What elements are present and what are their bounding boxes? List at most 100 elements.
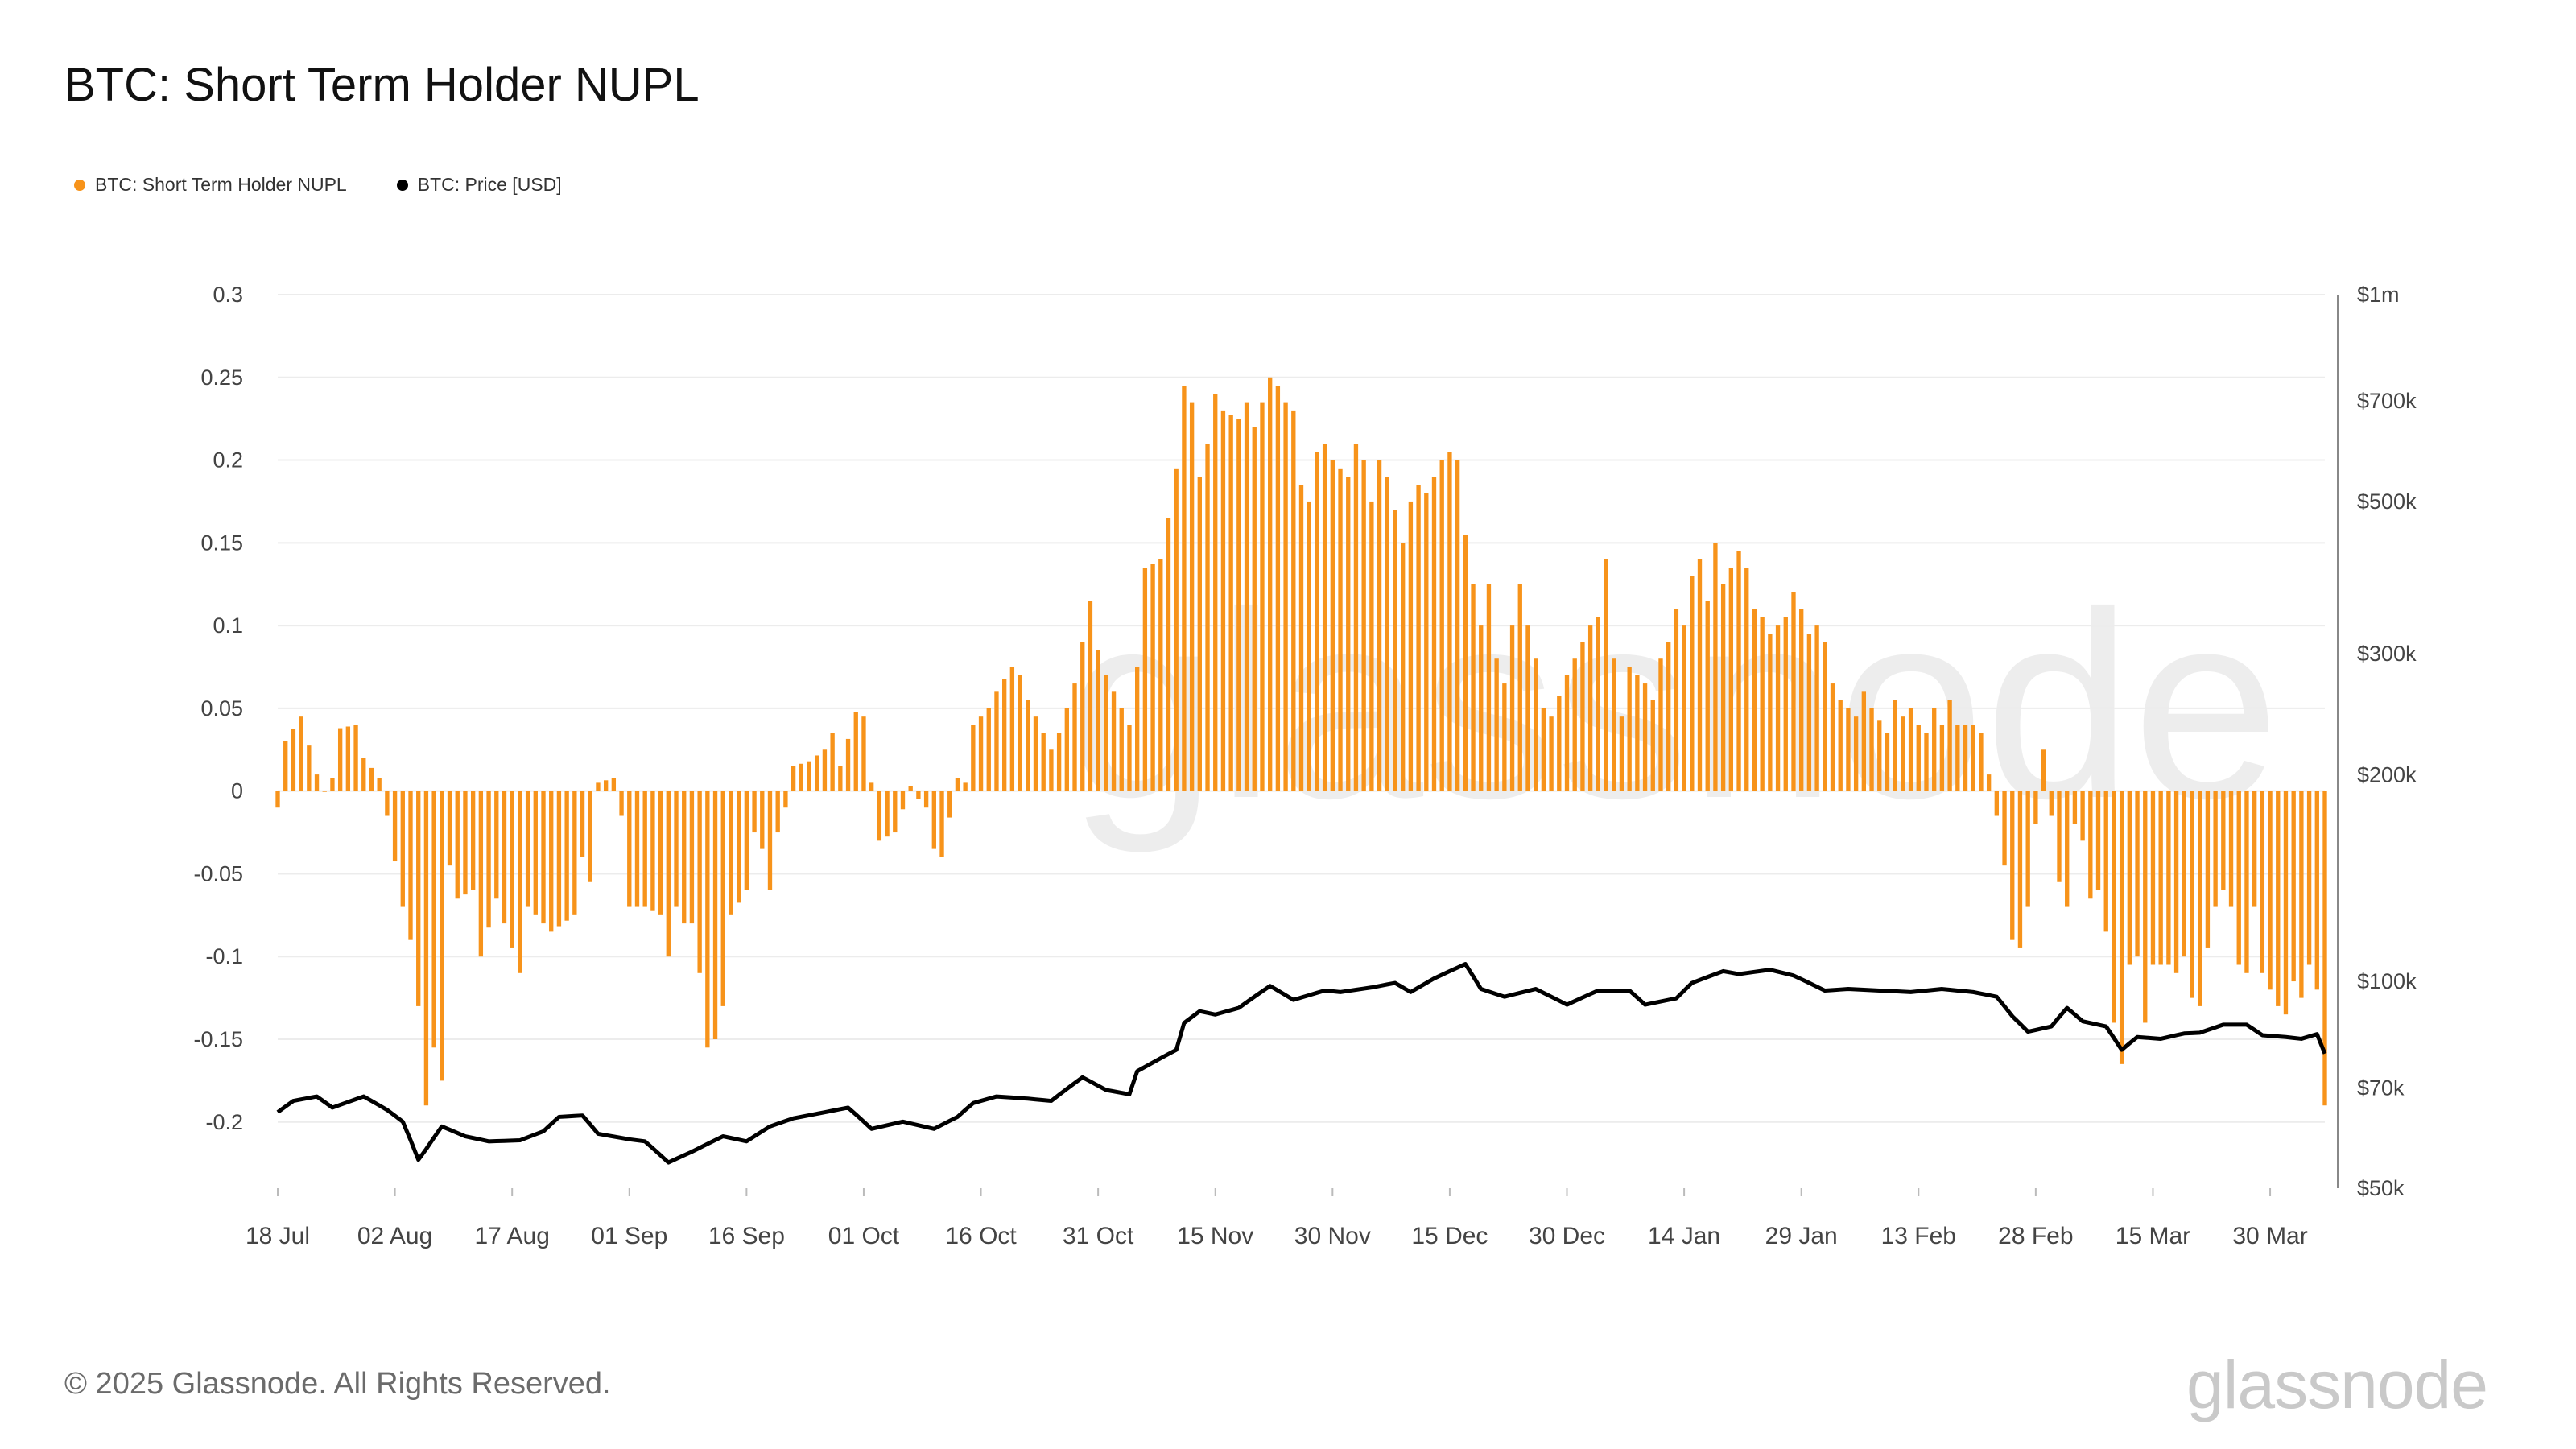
nupl-bar	[611, 778, 617, 791]
nupl-bar	[1955, 724, 1960, 791]
nupl-bar	[1228, 415, 1233, 791]
nupl-bar	[1275, 386, 1281, 791]
nupl-bar	[1080, 642, 1085, 791]
nupl-bar	[822, 749, 828, 791]
legend-item-price[interactable]: BTC: Price [USD]	[396, 174, 562, 196]
x-tick-label: 18 Jul	[246, 1223, 310, 1249]
right-axis-ticks: $1m $700k $500k $300k $200k $100k $70k $50k	[2357, 283, 2417, 1200]
nupl-bar	[1408, 501, 1414, 791]
nupl-bar	[1525, 625, 1530, 791]
nupl-bar	[1666, 642, 1671, 791]
nupl-bar	[916, 791, 921, 799]
nupl-bar	[1736, 551, 1741, 791]
nupl-bar	[307, 745, 312, 791]
nupl-bar	[1252, 427, 1257, 791]
legend-item-nupl[interactable]: BTC: Short Term Holder NUPL	[74, 174, 347, 196]
nupl-bar	[1494, 658, 1499, 791]
glassnode-logo: glassnode	[2186, 1347, 2488, 1422]
nupl-bar	[729, 791, 733, 915]
nupl-bar	[1823, 642, 1827, 791]
nupl-bar	[1612, 658, 1616, 791]
nupl-bar	[1056, 733, 1062, 791]
nupl-bar	[2103, 791, 2108, 932]
nupl-bar	[720, 791, 725, 1006]
nupl-bar	[2299, 791, 2304, 998]
right-tick-label: $200k	[2357, 762, 2417, 786]
nupl-bar	[1213, 394, 1218, 791]
nupl-bar	[908, 786, 913, 791]
nupl-bar	[1416, 485, 1421, 791]
nupl-bar	[1041, 733, 1046, 791]
nupl-bar	[986, 708, 991, 791]
nupl-bar	[2049, 791, 2054, 816]
nupl-bar	[2244, 791, 2249, 973]
nupl-bar	[2213, 791, 2218, 907]
nupl-bar	[447, 791, 452, 866]
nupl-bar	[1635, 675, 1640, 791]
left-tick-label: 0.3	[213, 283, 243, 307]
nupl-bar	[1580, 642, 1585, 791]
x-tick-label: 30 Mar	[2232, 1223, 2307, 1249]
nupl-bar	[2057, 791, 2062, 882]
nupl-bar	[2291, 791, 2296, 982]
nupl-bar	[783, 791, 788, 808]
x-axis-ticks: 18 Jul 02 Aug 17 Aug 01 Sep 16 Sep 01 Oct 16 O…	[246, 1188, 2308, 1249]
nupl-bar	[1893, 700, 1897, 791]
nupl-bar	[2252, 791, 2257, 907]
nupl-bar	[1260, 402, 1265, 791]
nupl-bar	[650, 791, 655, 911]
nupl-bar	[1111, 691, 1117, 791]
nupl-bar	[1431, 477, 1437, 791]
nupl-bar	[2205, 791, 2211, 948]
nupl-bar	[1033, 716, 1038, 791]
nupl-bar	[1002, 679, 1007, 791]
nupl-bar	[1916, 724, 1921, 791]
price-line	[276, 962, 2327, 1165]
nupl-bar	[1971, 724, 1975, 791]
x-tick-label: 28 Feb	[1998, 1223, 2073, 1249]
nupl-bar	[1119, 708, 1124, 791]
legend-label-nupl: BTC: Short Term Holder NUPL	[95, 174, 347, 195]
nupl-bar	[1104, 675, 1108, 791]
nupl-bar	[353, 724, 358, 791]
nupl-bar	[1838, 700, 1843, 791]
nupl-bar	[1330, 460, 1335, 791]
nupl-bar	[1877, 720, 1882, 791]
nupl-bar	[760, 791, 765, 849]
nupl-bar	[2010, 791, 2015, 940]
nupl-bar	[815, 755, 819, 791]
x-tick-label: 16 Sep	[708, 1223, 785, 1249]
nupl-bar	[314, 774, 320, 791]
nupl-bar	[1338, 468, 1343, 791]
right-tick-label: $500k	[2357, 489, 2417, 514]
nupl-bar	[1783, 617, 1788, 791]
nupl-bar	[1791, 592, 1796, 791]
nupl-bar	[947, 791, 952, 818]
x-tick-label: 14 Jan	[1648, 1223, 1720, 1249]
nupl-bar	[642, 791, 647, 907]
nupl-bar	[893, 791, 898, 833]
nupl-bar	[588, 791, 592, 882]
nupl-bar	[1947, 700, 1952, 791]
nupl-bar	[1690, 576, 1695, 791]
right-tick-label: $70k	[2357, 1075, 2405, 1100]
nupl-bar	[345, 726, 351, 791]
nupl-bar	[791, 766, 796, 791]
x-tick-label: 29 Jan	[1765, 1223, 1838, 1249]
nupl-bar	[2314, 791, 2319, 990]
nupl-bar	[1939, 724, 1945, 791]
nupl-bar	[2268, 791, 2273, 990]
nupl-bar	[2033, 791, 2038, 824]
nupl-bar	[1869, 708, 1874, 791]
nupl-bar	[1901, 716, 1905, 791]
nupl-bar	[369, 767, 374, 791]
nupl-bars	[275, 377, 2327, 1106]
nupl-bar	[596, 782, 601, 791]
x-tick-label: 31 Oct	[1063, 1223, 1134, 1249]
nupl-bar	[1932, 708, 1937, 791]
nupl-bar	[2166, 791, 2171, 965]
nupl-bar	[291, 729, 296, 791]
nupl-bar	[1166, 518, 1171, 791]
nupl-bar	[1752, 609, 1757, 791]
nupl-bar	[1463, 535, 1468, 791]
